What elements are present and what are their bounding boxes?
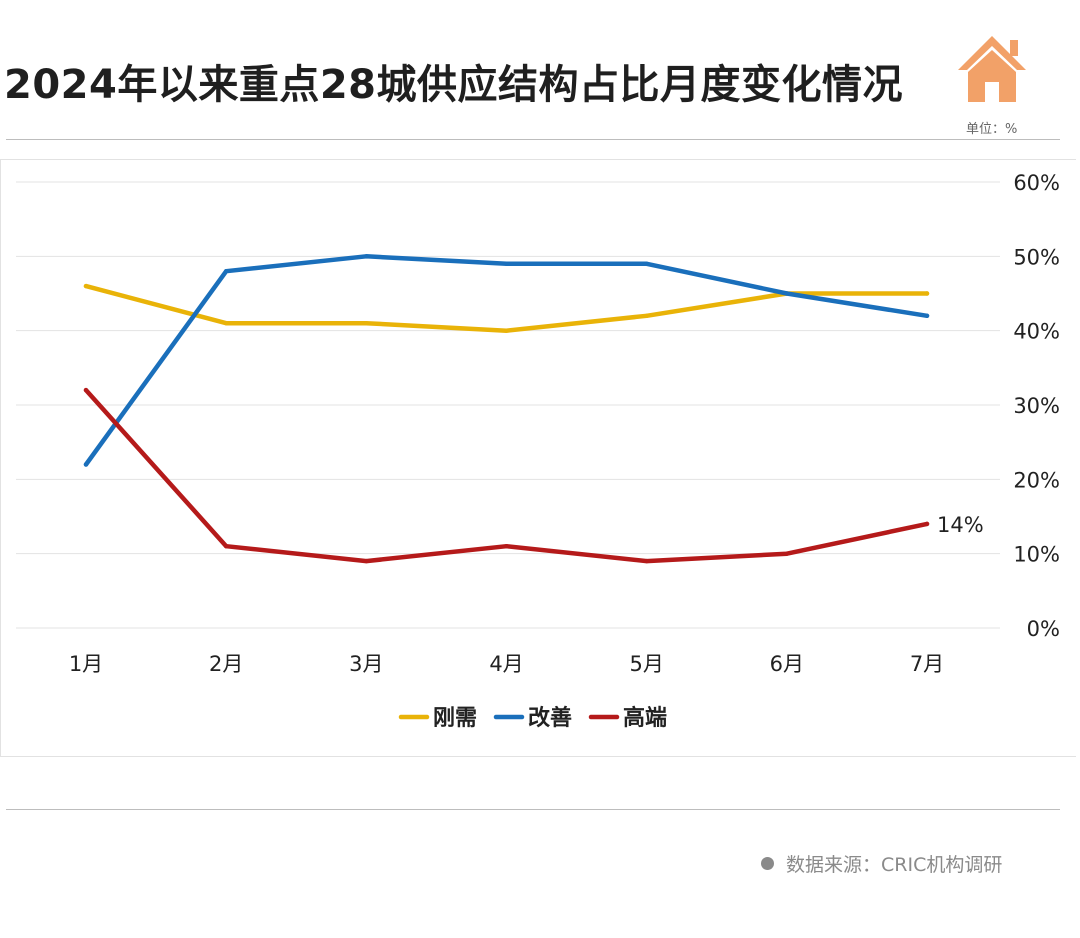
bottom-divider bbox=[6, 809, 1060, 810]
data-point bbox=[223, 544, 229, 549]
data-point bbox=[924, 291, 930, 296]
data-point bbox=[223, 321, 229, 326]
data-point bbox=[83, 462, 89, 467]
series-line-高端 bbox=[83, 387, 930, 564]
unit-label: 单位：% bbox=[966, 122, 1018, 137]
data-point bbox=[644, 313, 649, 318]
data-point bbox=[83, 283, 89, 289]
y-tick-label: 50% bbox=[1013, 245, 1060, 269]
y-tick-label: 60% bbox=[1013, 171, 1060, 195]
data-label: 14% bbox=[937, 513, 984, 537]
data-point bbox=[644, 558, 649, 564]
legend-label: 改善 bbox=[528, 705, 572, 731]
x-tick-label: 4月 bbox=[489, 652, 523, 676]
chart-frame bbox=[0, 159, 1076, 757]
x-tick-label: 1月 bbox=[69, 652, 103, 676]
data-point bbox=[924, 313, 930, 318]
data-point bbox=[364, 558, 369, 564]
source-text: 数据来源：CRIC机构调研 bbox=[786, 854, 1003, 876]
y-tick-label: 0% bbox=[1027, 617, 1060, 641]
y-tick-label: 30% bbox=[1013, 394, 1060, 418]
data-point bbox=[504, 261, 509, 266]
data-point bbox=[83, 387, 89, 393]
legend-label: 高端 bbox=[623, 705, 667, 731]
x-tick-label: 2月 bbox=[209, 652, 243, 676]
legend-label: 刚需 bbox=[433, 706, 477, 731]
data-point bbox=[504, 328, 509, 333]
top-divider bbox=[6, 139, 1060, 140]
data-point bbox=[504, 544, 509, 549]
x-tick-label: 7月 bbox=[910, 652, 944, 676]
data-point bbox=[784, 291, 790, 296]
bullet-dot-icon bbox=[761, 857, 774, 870]
line-chart: 0%10%20%30%40%50%60% 1月 2月 3月 4月 5月 6月 7月 14% … bbox=[16, 171, 1060, 731]
y-tick-label: 10% bbox=[1013, 543, 1060, 567]
x-tick-label: 3月 bbox=[349, 652, 383, 676]
x-tick-label: 6月 bbox=[770, 652, 804, 676]
data-point bbox=[364, 321, 369, 326]
page-title: 2024年以来重点28城供应结构占比月度变化情况 bbox=[4, 62, 903, 108]
data-point bbox=[644, 261, 649, 266]
series-line-改善 bbox=[83, 254, 930, 467]
house-icon bbox=[958, 36, 1026, 102]
data-point bbox=[364, 254, 369, 259]
source-note: 数据来源：CRIC机构调研 bbox=[761, 850, 1002, 877]
x-tick-label: 5月 bbox=[629, 652, 663, 676]
data-point bbox=[223, 269, 229, 274]
data-point bbox=[924, 521, 930, 527]
data-point bbox=[784, 551, 790, 556]
y-tick-label: 40% bbox=[1013, 320, 1060, 344]
y-tick-label: 20% bbox=[1013, 468, 1060, 492]
